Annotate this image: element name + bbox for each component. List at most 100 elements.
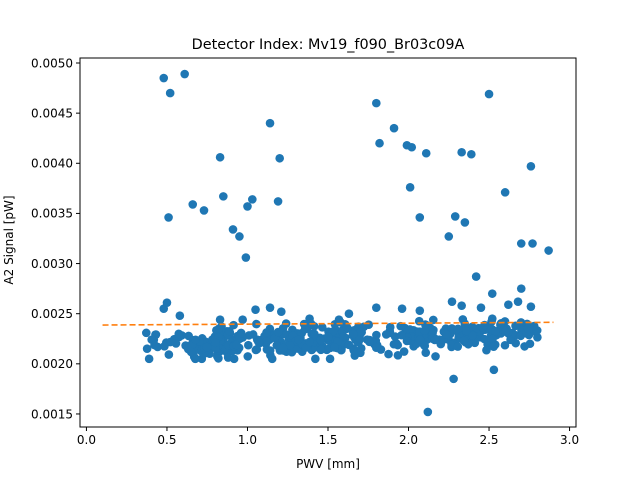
y-tick-label: 0.0045 xyxy=(31,106,73,120)
data-point xyxy=(310,329,319,339)
data-point xyxy=(460,218,470,227)
data-point xyxy=(225,327,234,336)
data-point xyxy=(344,309,354,318)
data-point xyxy=(342,323,352,332)
data-point xyxy=(211,338,220,348)
data-point xyxy=(349,329,358,339)
y-tick-label: 0.0025 xyxy=(31,307,73,321)
data-point xyxy=(364,320,374,330)
data-point xyxy=(262,345,272,354)
y-tick-label: 0.0050 xyxy=(31,56,73,70)
data-point xyxy=(458,315,468,324)
x-tick-label: 1.0 xyxy=(238,433,257,447)
data-point xyxy=(415,306,425,315)
data-point xyxy=(525,339,535,349)
data-point xyxy=(447,297,457,306)
data-point xyxy=(457,301,466,310)
data-point xyxy=(294,335,303,345)
data-point xyxy=(421,320,430,329)
data-point xyxy=(243,352,253,361)
data-point xyxy=(248,330,258,339)
x-tick-label: 2.5 xyxy=(479,433,498,447)
data-point xyxy=(516,239,526,248)
data-point xyxy=(325,354,335,364)
data-point xyxy=(214,354,223,363)
data-point xyxy=(506,335,515,345)
data-point xyxy=(150,340,159,350)
data-point xyxy=(229,354,239,364)
data-point xyxy=(392,339,401,348)
y-tick-label: 0.0020 xyxy=(31,357,73,371)
axes: 0.0 0.5 1.0 1.5 2.0 2.5 3.0 0.0015 0.0020 0.0025 0… xyxy=(31,56,579,447)
x-axis-label: PWV [mm] xyxy=(296,457,360,471)
data-point xyxy=(372,98,381,108)
data-point xyxy=(349,346,359,355)
data-point xyxy=(241,253,251,262)
data-point xyxy=(202,342,212,352)
data-point xyxy=(372,330,381,340)
data-point xyxy=(272,341,282,350)
data-point xyxy=(457,147,466,157)
data-point xyxy=(365,337,374,347)
data-point xyxy=(384,349,393,359)
data-point xyxy=(402,336,412,346)
fit-line xyxy=(102,321,554,326)
data-point xyxy=(199,206,209,215)
data-point xyxy=(330,343,339,352)
data-point xyxy=(356,348,365,358)
data-point xyxy=(323,332,333,342)
data-point xyxy=(164,350,174,359)
y-tick-label: 0.0015 xyxy=(31,407,73,421)
y-tick-label: 0.0040 xyxy=(31,157,73,171)
data-point xyxy=(311,354,320,364)
data-point xyxy=(228,225,238,234)
data-point xyxy=(393,350,403,360)
data-point xyxy=(429,325,438,335)
data-point xyxy=(181,341,190,350)
x-tick-label: 0.5 xyxy=(157,433,176,447)
data-point xyxy=(273,327,283,337)
data-point xyxy=(423,407,433,417)
data-point xyxy=(397,304,407,313)
data-point xyxy=(142,344,152,353)
data-point xyxy=(489,365,499,375)
data-point xyxy=(267,354,277,364)
data-point xyxy=(262,328,271,337)
data-point xyxy=(504,300,513,309)
data-point xyxy=(180,69,189,79)
data-point xyxy=(344,340,354,350)
data-point xyxy=(449,374,458,384)
chart-title: Detector Index: Mv19_f090_Br03c09A xyxy=(192,37,465,53)
data-point xyxy=(171,339,181,348)
data-point xyxy=(356,327,365,337)
data-point xyxy=(476,303,486,312)
data-point xyxy=(186,347,196,357)
data-point xyxy=(255,338,264,348)
data-point xyxy=(191,335,200,345)
data-point xyxy=(450,212,460,221)
data-point xyxy=(244,340,253,350)
data-point xyxy=(430,335,440,345)
data-point xyxy=(431,352,440,361)
data-point xyxy=(385,322,395,332)
data-point xyxy=(516,284,526,293)
data-point xyxy=(487,314,497,324)
data-point xyxy=(500,340,510,350)
data-point xyxy=(500,188,510,197)
data-point xyxy=(215,152,225,162)
data-point xyxy=(165,88,175,98)
data-point xyxy=(429,315,438,325)
data-point xyxy=(489,342,498,351)
data-point xyxy=(511,321,520,331)
data-point xyxy=(415,335,425,345)
data-point xyxy=(523,324,533,334)
data-point xyxy=(248,195,257,204)
data-point xyxy=(459,336,469,345)
data-point xyxy=(480,334,489,344)
data-point xyxy=(232,340,241,350)
data-point xyxy=(487,289,497,298)
data-point xyxy=(355,334,365,344)
data-point xyxy=(405,183,415,192)
